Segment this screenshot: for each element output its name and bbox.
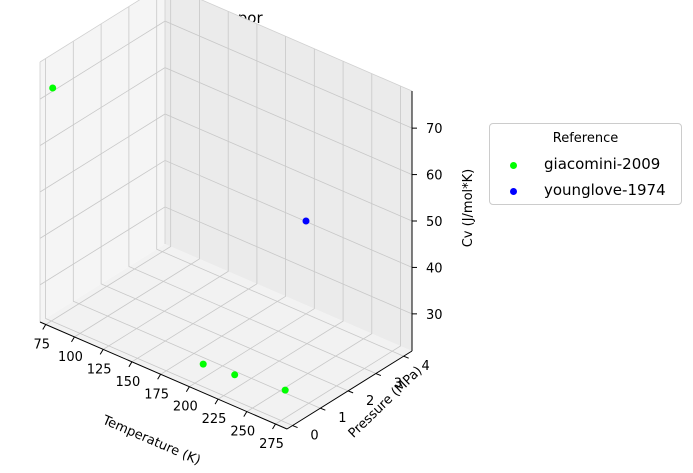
legend-marker-1 [510,162,517,169]
x-tick-8 [272,423,276,430]
y-tick-1 [320,407,326,411]
x-tick-7 [243,411,248,417]
point-series1-3 [231,371,239,379]
y-tick-label-0: 0 [310,429,318,444]
y-tick-2 [347,390,354,394]
gridline-x-8 [275,86,401,425]
point-series1-4 [281,386,289,394]
x-tick-0 [42,324,47,330]
gridline-y-0 [45,58,293,426]
pane-left-wall [40,0,165,322]
legend: Reference giacomini-2009 younglove-1974 [489,123,682,205]
x-tick-5 [185,386,190,392]
y-tick-4 [403,355,409,359]
y-tick-label-4: 4 [422,359,430,374]
pane-back-wall [165,0,412,351]
x-axis-label: Temperature (K) [99,413,202,469]
point-series1-1 [49,84,57,92]
y-tick-label-2: 2 [366,394,374,409]
axes-ticks: 7510012515017520022525027501234304050607… [33,122,442,452]
gridline-y-4 [156,0,404,357]
y-tick-label-1: 1 [338,411,346,426]
x-tick-label-0: 75 [33,337,50,352]
z-tick-label-1: 40 [426,261,443,276]
axes-panes [40,0,412,429]
z-tick-label-4: 70 [426,122,443,137]
pane-floor [40,244,412,429]
x-tick-label-6: 225 [202,412,227,427]
legend-title: Reference [552,131,619,146]
y-tick-0 [292,425,298,428]
gridline-x-7 [246,73,373,412]
gridline-x-1 [74,0,200,338]
x-tick-2 [99,349,104,355]
point-series2-1 [302,217,310,225]
legend-marker-2 [510,188,517,195]
legend-label-1: giacomini-2009 [544,155,661,173]
gridline-x-5 [189,48,315,388]
gridline-y-3 [128,6,377,374]
x-tick-label-7: 250 [230,425,255,440]
z-axis-label: Cv (J/mol*K) [461,169,476,248]
z-tick-label-0: 30 [426,308,443,323]
x-tick-6 [214,398,219,405]
z-tick-label-3: 60 [426,169,443,184]
gridline-y-2 [100,23,349,392]
gridline-x-6 [217,61,344,400]
point-series1-2 [199,360,207,368]
x-tick-label-4: 175 [144,387,169,402]
x-tick-label-1: 100 [58,350,83,365]
x-axis-line [39,321,288,430]
gridline-x-2 [102,11,229,350]
gridline-x-0 [45,0,172,325]
pane-top-edge [39,0,413,92]
y-tick-label-3: 3 [394,377,402,392]
data-points [49,84,310,394]
gridline-y-1 [72,41,321,409]
z-tick-label-2: 50 [426,215,443,230]
y-tick-3 [375,373,382,376]
x-tick-label-2: 125 [87,362,112,377]
gridline-x-3 [131,23,258,363]
legend-label-2: younglove-1974 [544,181,666,199]
x-tick-1 [71,336,75,343]
x-tick-4 [157,373,162,380]
x-tick-label-5: 200 [173,400,198,415]
gridline-x-4 [160,36,287,375]
x-tick-3 [128,361,133,368]
x-tick-label-8: 275 [259,437,284,452]
y-axis-line [286,350,413,430]
x-tick-label-3: 150 [115,375,140,390]
